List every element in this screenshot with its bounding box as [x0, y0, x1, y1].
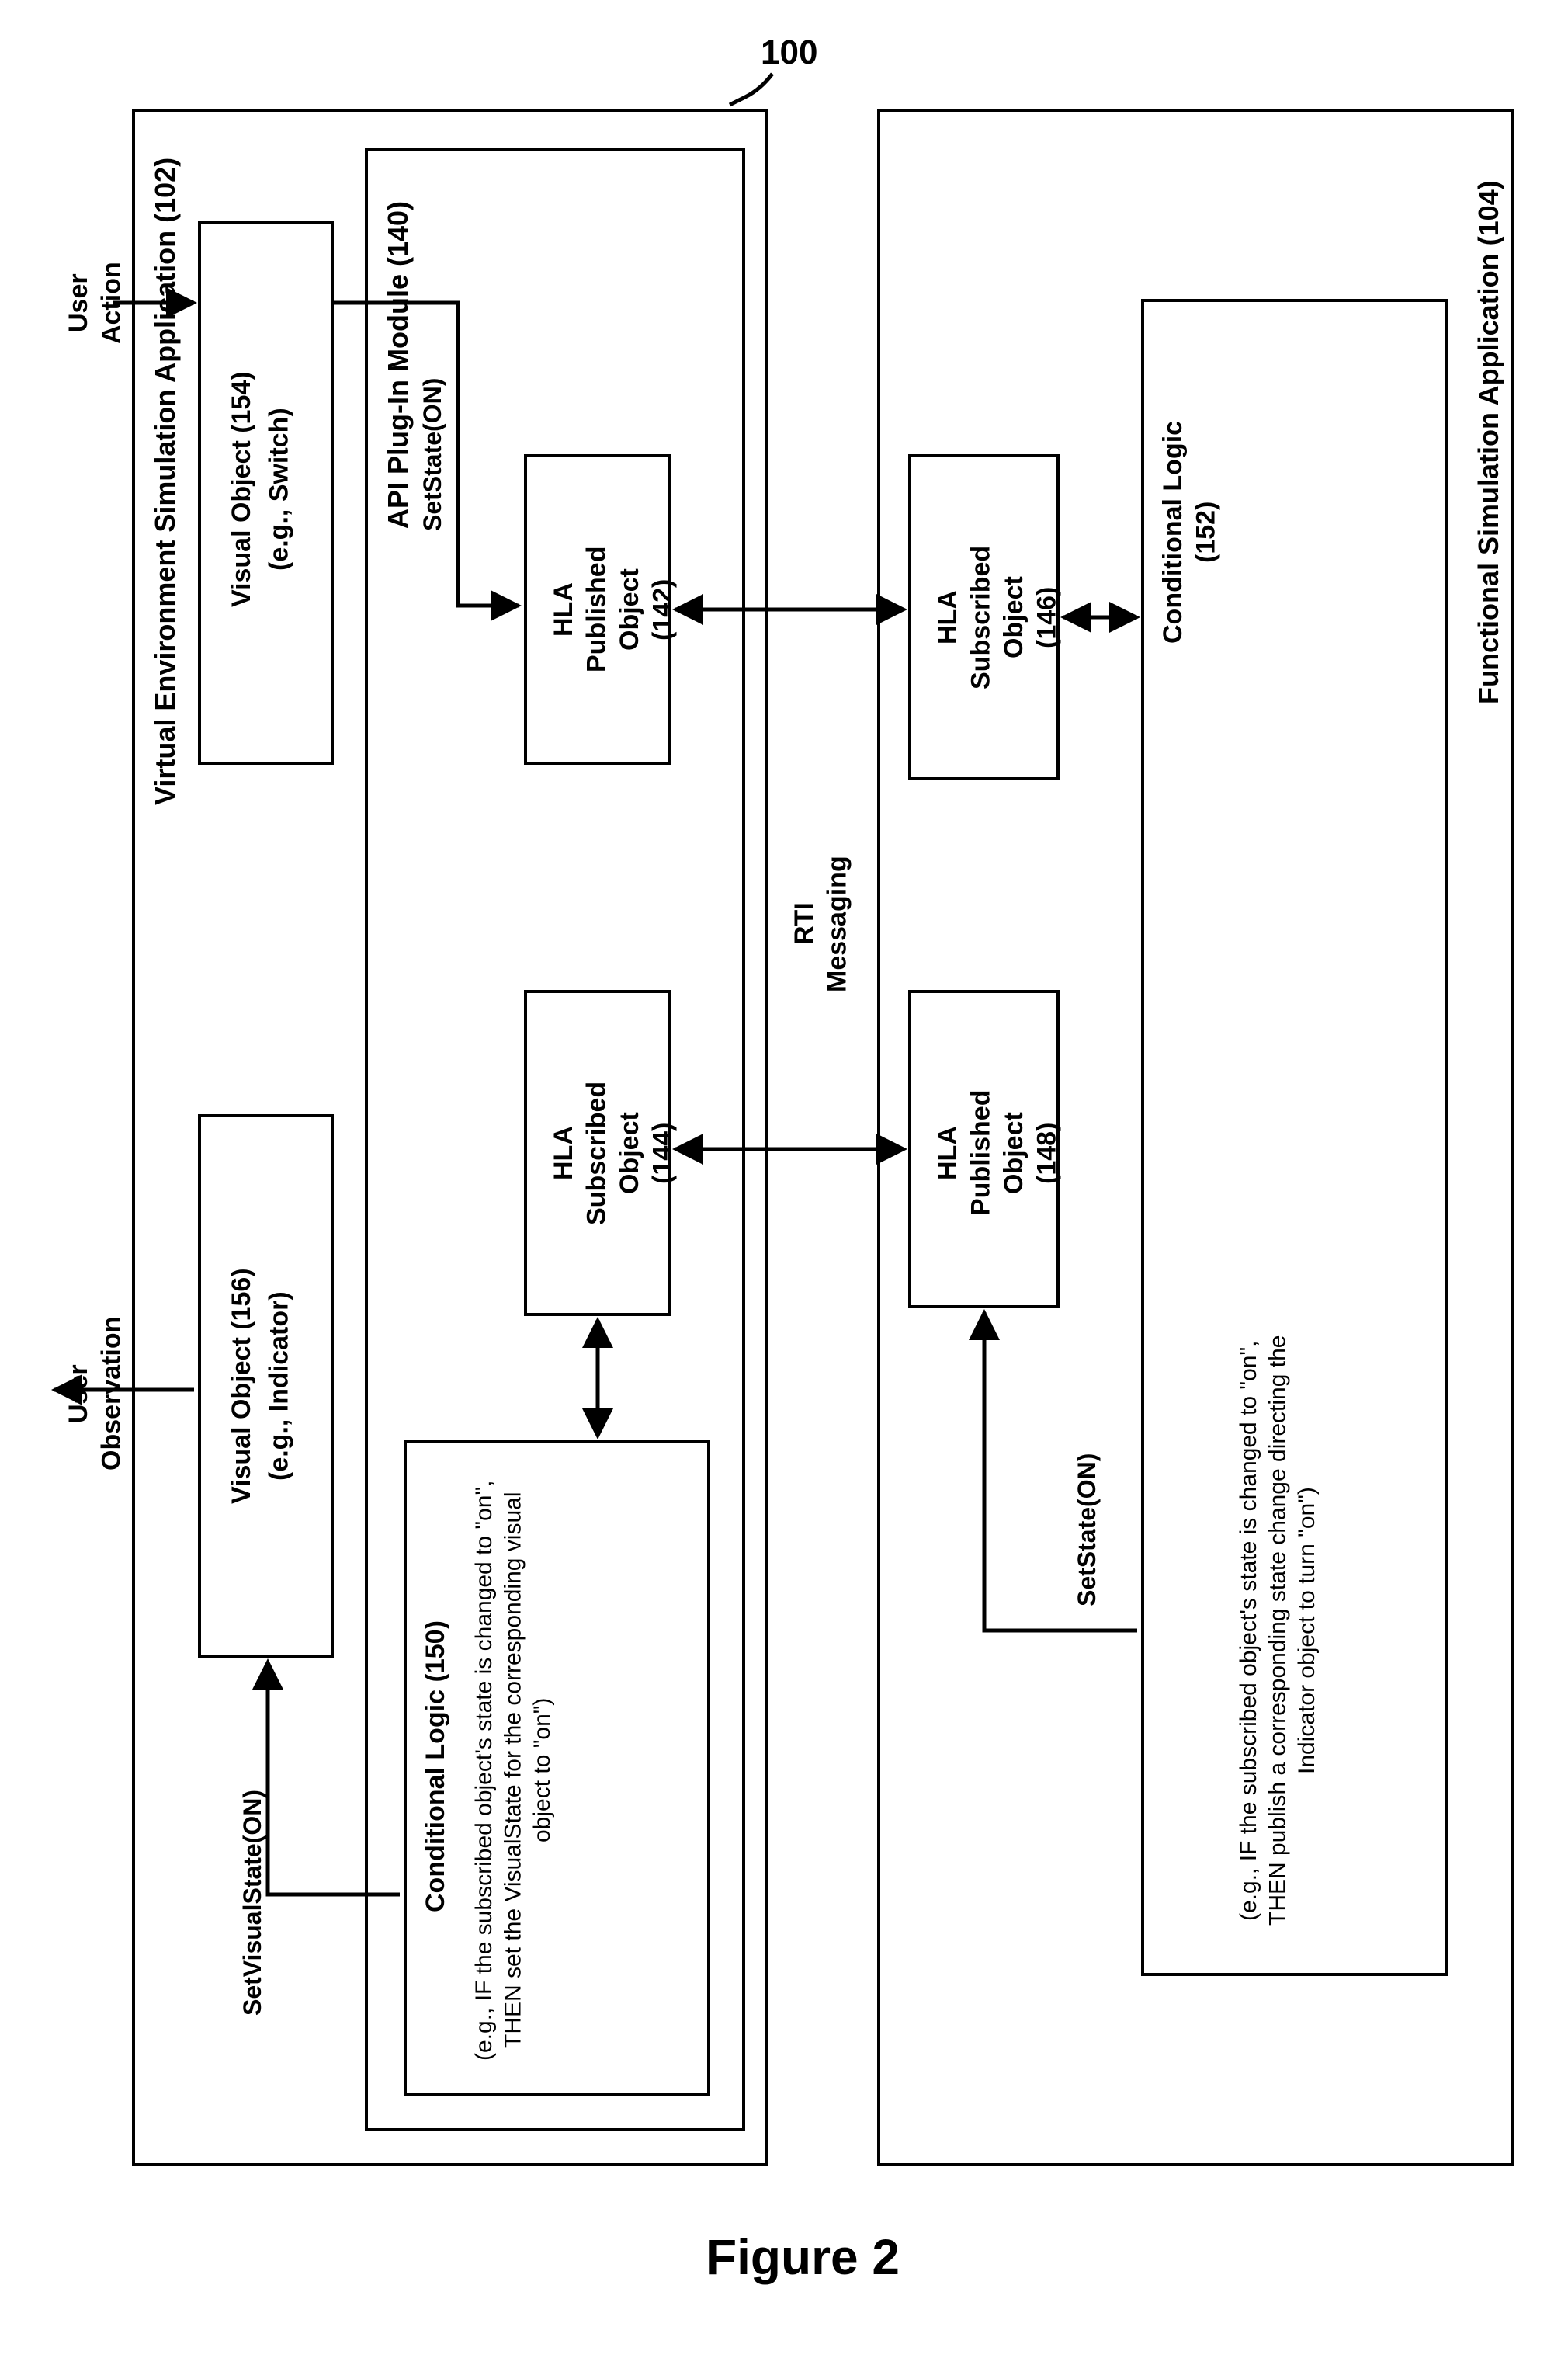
- visual-object-154-line1: Visual Object (154): [225, 371, 258, 607]
- hla-subscribed-144-label: HLA Subscribed Object (144): [547, 1021, 679, 1285]
- hla-148-l4: (148): [1031, 1122, 1064, 1183]
- conditional-logic-152-title: Conditional Logic (152): [1157, 338, 1223, 726]
- hla-published-148-label: HLA Published Object (148): [931, 1025, 1063, 1281]
- hla-subscribed-146-label: HLA Subscribed Object (146): [931, 485, 1063, 749]
- api-module-title: API Plug-In Module (140): [380, 171, 415, 559]
- right-container-title: Functional Simulation Application (104): [1471, 132, 1506, 753]
- hla-144-l2: Subscribed: [581, 1081, 614, 1224]
- hla-146-l1: HLA: [931, 590, 965, 644]
- rti-messaging-label: RTI Messaging: [788, 807, 854, 1040]
- visual-object-156-label: Visual Object (156) (e.g., Indicator): [225, 1169, 296, 1603]
- hla-148-l3: Object: [997, 1112, 1031, 1194]
- cond-152-t2: (152): [1190, 501, 1223, 562]
- diagram-root: 100 Virtual Environment Simulation Appli…: [31, 31, 1537, 2334]
- hla-142-l2: Published: [581, 547, 614, 672]
- hla-148-l1: HLA: [931, 1126, 965, 1180]
- hla-142-l4: (142): [647, 578, 680, 640]
- conditional-logic-150-title: Conditional Logic (150): [419, 1572, 453, 1960]
- figure-caption: Figure 2: [706, 2228, 900, 2286]
- left-container-title: Virtual Environment Simulation Applicati…: [147, 132, 182, 831]
- conditional-logic-150-body: (e.g., IF the subscribed object's state …: [470, 1464, 695, 2077]
- hla-144-l3: Object: [613, 1112, 647, 1194]
- visual-object-156-line2: (e.g., Indicator): [263, 1291, 297, 1481]
- visual-object-156-line1: Visual Object (156): [225, 1268, 258, 1504]
- hla-146-l4: (146): [1031, 586, 1064, 648]
- setstate-on-left-label: SetState(ON): [417, 338, 448, 571]
- hla-published-142-label: HLA Published Object (142): [547, 481, 679, 738]
- visual-object-154-line2: (e.g., Switch): [263, 408, 297, 571]
- user-action-label: User Action: [62, 225, 128, 380]
- hla-146-l3: Object: [997, 576, 1031, 658]
- figure-number-label: 100: [761, 31, 817, 74]
- hla-146-l2: Subscribed: [965, 545, 998, 689]
- hla-144-l1: HLA: [547, 1126, 581, 1180]
- cond-152-t1: Conditional Logic: [1157, 420, 1190, 643]
- hla-142-l3: Object: [613, 568, 647, 651]
- visual-object-154-label: Visual Object (154) (e.g., Switch): [225, 272, 296, 707]
- hla-148-l2: Published: [965, 1090, 998, 1216]
- hla-142-l1: HLA: [547, 582, 581, 637]
- user-observation-label: User Observation: [62, 1258, 128, 1530]
- setstate-on-right-label: SetState(ON): [1071, 1405, 1102, 1654]
- setvisualstate-on-label: SetVisualState(ON): [237, 1716, 268, 2089]
- conditional-logic-152-body: (e.g., IF the subscribed object's state …: [1234, 1312, 1436, 1949]
- hla-144-l4: (144): [647, 1122, 680, 1183]
